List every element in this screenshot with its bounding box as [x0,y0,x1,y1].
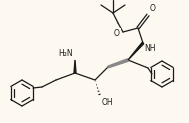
Text: OH: OH [102,98,114,107]
Text: NH: NH [144,44,156,53]
Text: O: O [114,29,120,38]
Polygon shape [74,60,76,73]
Polygon shape [128,42,144,60]
Text: H₂N: H₂N [58,49,73,58]
Text: O: O [150,4,156,13]
Polygon shape [108,59,128,68]
